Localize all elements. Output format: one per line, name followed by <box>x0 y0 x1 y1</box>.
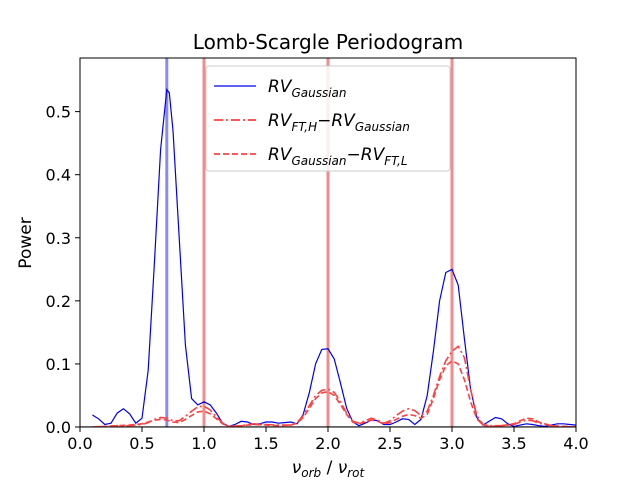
y-tick-label: 0.0 <box>46 418 71 437</box>
x-tick-label: 3.5 <box>501 434 526 453</box>
series-line-0 <box>92 87 576 427</box>
x-tick-label: 4.0 <box>563 434 588 453</box>
chart-title: Lomb-Scargle Periodogram <box>193 30 463 54</box>
y-tick-label: 0.4 <box>46 166 71 185</box>
x-tick-label: 2.0 <box>315 434 340 453</box>
y-tick-label: 0.1 <box>46 355 71 374</box>
legend-label-2: RVGaussian−RVFT,L <box>268 145 408 168</box>
x-tick-label: 2.5 <box>377 434 402 453</box>
x-tick-label: 1.5 <box>253 434 278 453</box>
legend-label-1: RVFT,H−RVGaussian <box>268 111 410 134</box>
x-tick-label: 0.5 <box>129 434 154 453</box>
x-tick-label: 3.0 <box>439 434 464 453</box>
y-tick-label: 0.3 <box>46 229 71 248</box>
y-axis-label: Power <box>16 217 36 268</box>
x-axis-label: νorb / νrot <box>292 458 366 480</box>
y-tick-label: 0.2 <box>46 292 71 311</box>
x-axis: 0.0 0.5 1.0 1.5 2.0 2.5 3.0 3.5 4.0 <box>67 427 589 453</box>
legend-label-0: RVGaussian <box>268 77 347 100</box>
legend: RVGaussian RVFT,H−RVGaussian RVGaussian−RV… <box>205 65 451 172</box>
x-tick-label: 0.0 <box>67 434 92 453</box>
x-tick-label: 1.0 <box>191 434 216 453</box>
series-line-2 <box>92 359 576 427</box>
y-axis: 0.0 0.1 0.2 0.3 0.4 0.5 <box>46 103 80 437</box>
legend-box <box>205 65 451 172</box>
series-lines <box>92 87 576 427</box>
y-tick-label: 0.5 <box>46 103 71 122</box>
